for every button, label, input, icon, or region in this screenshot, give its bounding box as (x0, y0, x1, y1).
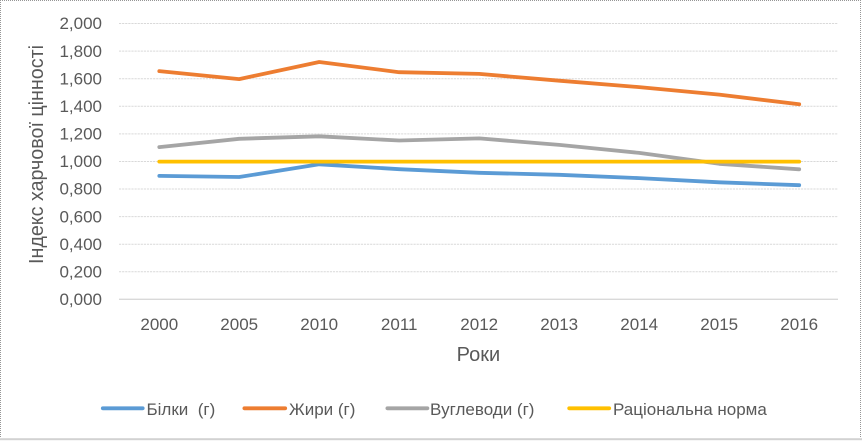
svg-text:2000: 2000 (140, 315, 178, 334)
svg-text:2013: 2013 (540, 315, 578, 334)
svg-text:1,600: 1,600 (59, 69, 102, 88)
svg-text:2010: 2010 (300, 315, 338, 334)
svg-text:0,600: 0,600 (59, 207, 102, 226)
svg-text:Вуглеводи (г): Вуглеводи (г) (430, 400, 534, 419)
svg-text:0,800: 0,800 (59, 180, 102, 199)
svg-text:2015: 2015 (700, 315, 738, 334)
svg-text:0,200: 0,200 (59, 263, 102, 282)
svg-text:Роки: Роки (457, 344, 501, 366)
svg-text:Індекс харчової цінності: Індекс харчової цінності (26, 45, 48, 264)
svg-text:2011: 2011 (381, 315, 418, 334)
svg-text:1,800: 1,800 (59, 42, 102, 61)
svg-text:1,400: 1,400 (59, 97, 102, 116)
svg-text:0,400: 0,400 (59, 235, 102, 254)
svg-text:2016: 2016 (780, 315, 818, 334)
svg-text:Білки (г): Білки (г) (147, 400, 216, 419)
svg-text:Жири (г): Жири (г) (289, 400, 355, 419)
svg-text:1,200: 1,200 (59, 125, 102, 144)
svg-text:2014: 2014 (620, 315, 658, 334)
svg-text:2012: 2012 (460, 315, 498, 334)
svg-text:1,000: 1,000 (59, 152, 102, 171)
svg-text:Раціональна норма: Раціональна норма (613, 400, 767, 419)
svg-text:2,000: 2,000 (59, 14, 102, 33)
svg-text:0,000: 0,000 (59, 290, 102, 309)
svg-text:2005: 2005 (220, 315, 258, 334)
